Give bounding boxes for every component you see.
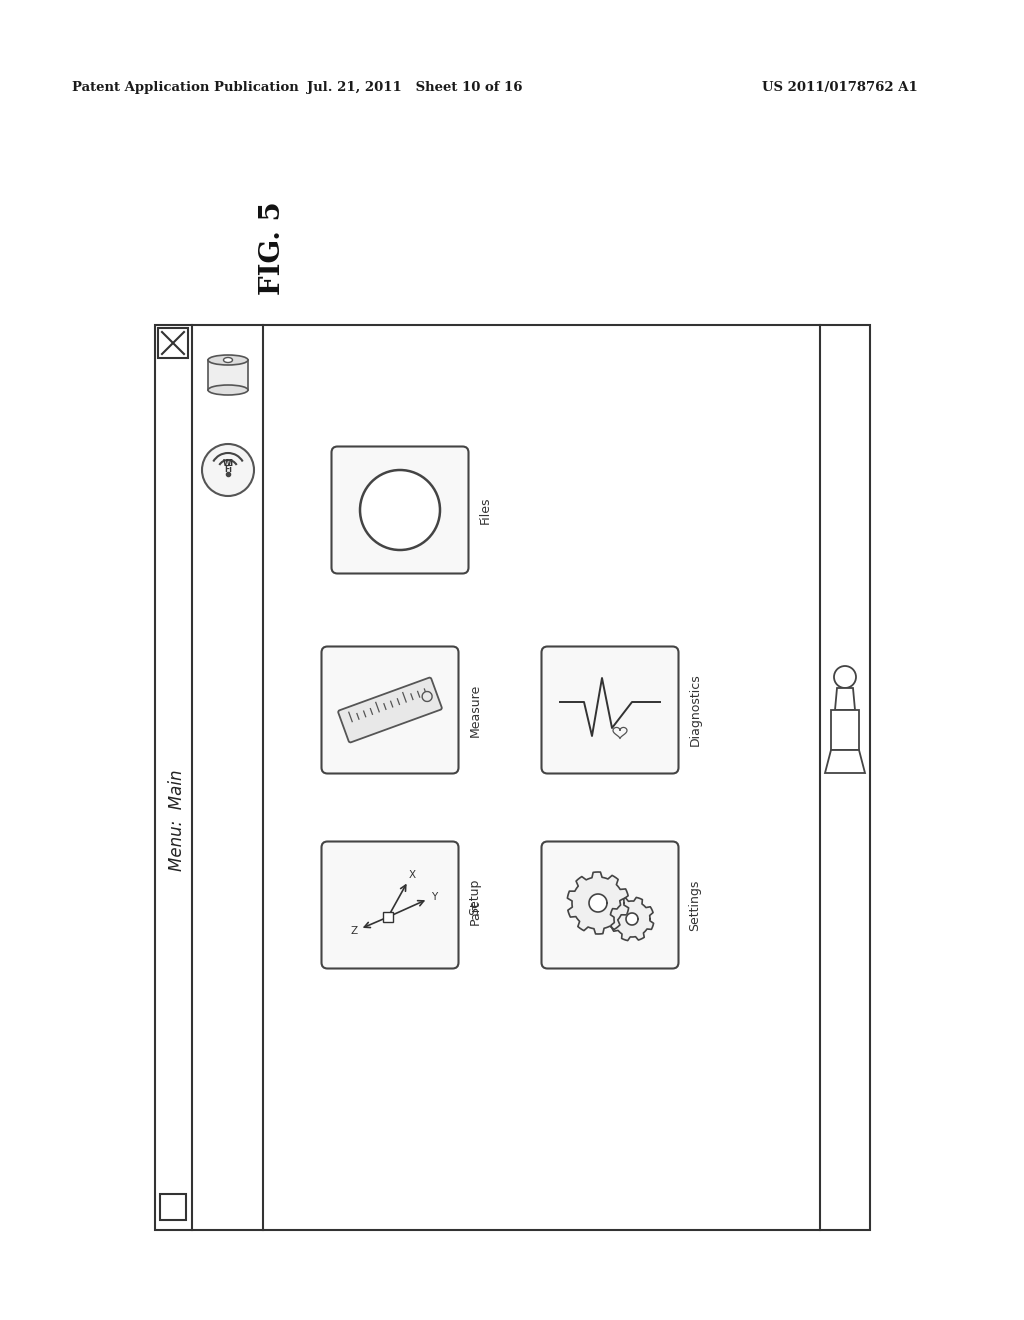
Text: Measure: Measure xyxy=(469,684,481,737)
Polygon shape xyxy=(626,913,638,925)
Polygon shape xyxy=(835,688,855,710)
FancyBboxPatch shape xyxy=(208,360,248,389)
Text: Jul. 21, 2011   Sheet 10 of 16: Jul. 21, 2011 Sheet 10 of 16 xyxy=(307,82,522,95)
FancyBboxPatch shape xyxy=(158,327,188,358)
Polygon shape xyxy=(610,898,653,941)
Text: Patent Application Publication: Patent Application Publication xyxy=(72,82,299,95)
Polygon shape xyxy=(567,873,629,935)
Ellipse shape xyxy=(208,355,248,366)
Circle shape xyxy=(422,692,432,701)
Text: Settings: Settings xyxy=(688,879,701,931)
Text: Files: Files xyxy=(478,496,492,524)
Ellipse shape xyxy=(208,385,248,395)
Ellipse shape xyxy=(223,358,232,363)
Text: Y: Y xyxy=(431,892,437,902)
Circle shape xyxy=(360,470,440,550)
Text: Z: Z xyxy=(350,927,357,936)
Polygon shape xyxy=(831,710,859,750)
Polygon shape xyxy=(589,894,607,912)
FancyBboxPatch shape xyxy=(322,842,459,969)
Text: Wi: Wi xyxy=(222,459,233,469)
FancyBboxPatch shape xyxy=(383,912,393,921)
Circle shape xyxy=(834,667,856,688)
Text: US 2011/0178762 A1: US 2011/0178762 A1 xyxy=(762,82,918,95)
Text: Setup: Setup xyxy=(469,879,481,915)
FancyBboxPatch shape xyxy=(338,677,441,742)
FancyBboxPatch shape xyxy=(542,842,679,969)
Text: Part: Part xyxy=(469,900,481,925)
FancyBboxPatch shape xyxy=(160,1195,186,1220)
FancyBboxPatch shape xyxy=(322,647,459,774)
Text: Diagnostics: Diagnostics xyxy=(688,673,701,746)
Text: X: X xyxy=(409,870,416,880)
FancyBboxPatch shape xyxy=(542,647,679,774)
Polygon shape xyxy=(825,750,865,774)
FancyBboxPatch shape xyxy=(332,446,469,573)
Text: FIG. 5: FIG. 5 xyxy=(258,201,286,294)
Text: Menu:  Main: Menu: Main xyxy=(168,770,186,871)
Circle shape xyxy=(202,444,254,496)
Text: Fi: Fi xyxy=(224,465,232,474)
